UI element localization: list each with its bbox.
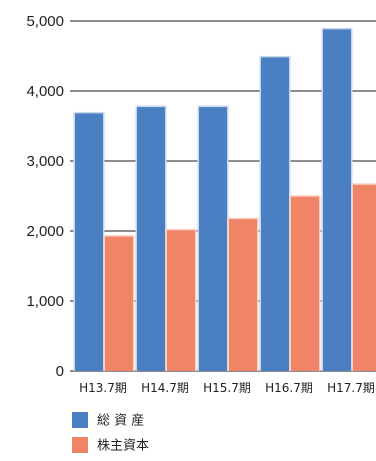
bar-total-assets [197,105,229,371]
bar-fill [75,113,103,372]
x-tick-label: H15.7期 [203,381,251,395]
bar-equity [289,195,321,371]
bar-fill [137,107,165,371]
x-tick-label: H13.7期 [79,381,127,395]
x-tick-label: H17.7期 [327,381,375,395]
bar-total-assets [259,55,291,372]
x-tick-label: H14.7期 [141,381,189,395]
bar-total-assets [135,105,167,371]
legend-swatch [72,437,88,453]
bar-fill [353,184,376,371]
y-tick-label: 2,000 [26,223,64,240]
legend-item: 総 資 産 [72,412,144,429]
legend-item: 株主資本 [72,437,149,454]
y-axis-ticks: 0 1,000 2,000 3,000 4,000 5,000 [26,13,64,380]
bar-total-assets [321,27,353,372]
bar-equity [165,228,197,371]
bar-fill [323,29,351,372]
legend-label: 株主資本 [97,439,149,454]
x-axis-ticks: H13.7期 H14.7期 H15.7期 H16.7期 H17.7期 [79,381,375,395]
y-tick-label: 3,000 [26,153,64,170]
bar-fill [199,107,227,371]
bar-fill [105,236,133,371]
y-tick-label: 0 [56,363,64,380]
bar-fill [291,196,319,371]
bar-equity [351,183,376,371]
legend-swatch [72,412,88,428]
bar-equity [227,217,259,371]
bar-total-assets [73,111,105,372]
bar-fill [261,57,289,372]
y-tick-label: 1,000 [26,293,64,310]
bar-equity [103,235,135,371]
y-tick-label: 4,000 [26,83,64,100]
x-tick-label: H16.7期 [265,381,313,395]
bars [73,27,376,372]
bar-fill [229,219,257,371]
legend-label: 総 資 産 [97,413,144,429]
y-tick-label: 5,000 [26,13,64,30]
bar-fill [167,230,195,371]
